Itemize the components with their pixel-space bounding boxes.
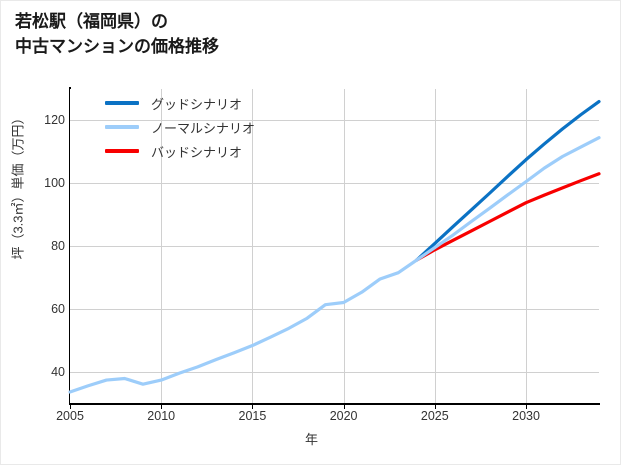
y-axis-tick-group: 40 60 80 100 120 bbox=[17, 1, 85, 466]
legend-swatch-good bbox=[105, 101, 139, 105]
legend-label: ノーマルシナリオ bbox=[151, 120, 256, 136]
series-line-good bbox=[414, 99, 601, 262]
x-axis-tick-mark bbox=[161, 405, 163, 409]
plot-area bbox=[68, 89, 601, 403]
gridline-vertical bbox=[526, 89, 528, 403]
y-axis-tick-label: 40 bbox=[51, 364, 65, 379]
legend-item-bad[interactable]: バッドシナリオ bbox=[105, 139, 335, 163]
x-axis-tick-label: 2015 bbox=[238, 409, 267, 423]
y-axis-tick-label: 100 bbox=[44, 176, 65, 191]
x-axis-tick-mark bbox=[70, 405, 71, 409]
legend-item-normal[interactable]: ノーマルシナリオ bbox=[105, 115, 335, 139]
x-axis-tick-label: 2025 bbox=[420, 409, 449, 423]
legend-swatch-normal bbox=[105, 125, 139, 129]
x-axis-label: 年 bbox=[304, 432, 318, 447]
gridline-vertical bbox=[343, 89, 345, 403]
y-axis-tick-label: 60 bbox=[51, 301, 65, 316]
x-axis-tick-mark bbox=[343, 405, 345, 409]
series-line-bad bbox=[414, 172, 601, 262]
x-axis-tick-label: 2010 bbox=[147, 409, 176, 423]
x-axis-tick-label: 2005 bbox=[56, 409, 84, 423]
legend-item-good[interactable]: グッドシナリオ bbox=[105, 91, 335, 115]
x-axis-tick-label: 2030 bbox=[512, 409, 540, 423]
x-axis-tick-label: 2020 bbox=[329, 409, 358, 423]
legend-label: バッドシナリオ bbox=[151, 144, 243, 160]
gridline-horizontal bbox=[70, 120, 599, 122]
gridline-horizontal bbox=[70, 246, 599, 247]
y-axis-tick-label: 80 bbox=[51, 239, 65, 253]
gridline-horizontal bbox=[70, 183, 599, 185]
x-axis-spine bbox=[69, 403, 600, 405]
x-axis-tick-mark bbox=[434, 405, 436, 409]
series-line-normal bbox=[68, 136, 601, 394]
x-axis-tick-mark bbox=[526, 405, 528, 409]
y-axis-label: 坪（3.3㎡）単価（万円） bbox=[10, 111, 26, 260]
gridline-horizontal bbox=[70, 371, 599, 373]
chart-title: 若松駅（福岡県）の 中古マンションの価格推移 bbox=[15, 12, 219, 56]
gridline-vertical bbox=[252, 89, 254, 403]
legend-label: グッドシナリオ bbox=[151, 96, 243, 112]
x-axis-tick-mark bbox=[252, 405, 254, 409]
gridline-horizontal bbox=[70, 308, 599, 310]
series-lines bbox=[68, 99, 601, 394]
gridline-vertical bbox=[161, 89, 163, 403]
y-axis-tick-label: 120 bbox=[44, 113, 65, 128]
legend-swatch-bad bbox=[105, 149, 139, 153]
chart-legend: グッドシナリオ ノーマルシナリオ バッドシナリオ bbox=[105, 91, 335, 163]
